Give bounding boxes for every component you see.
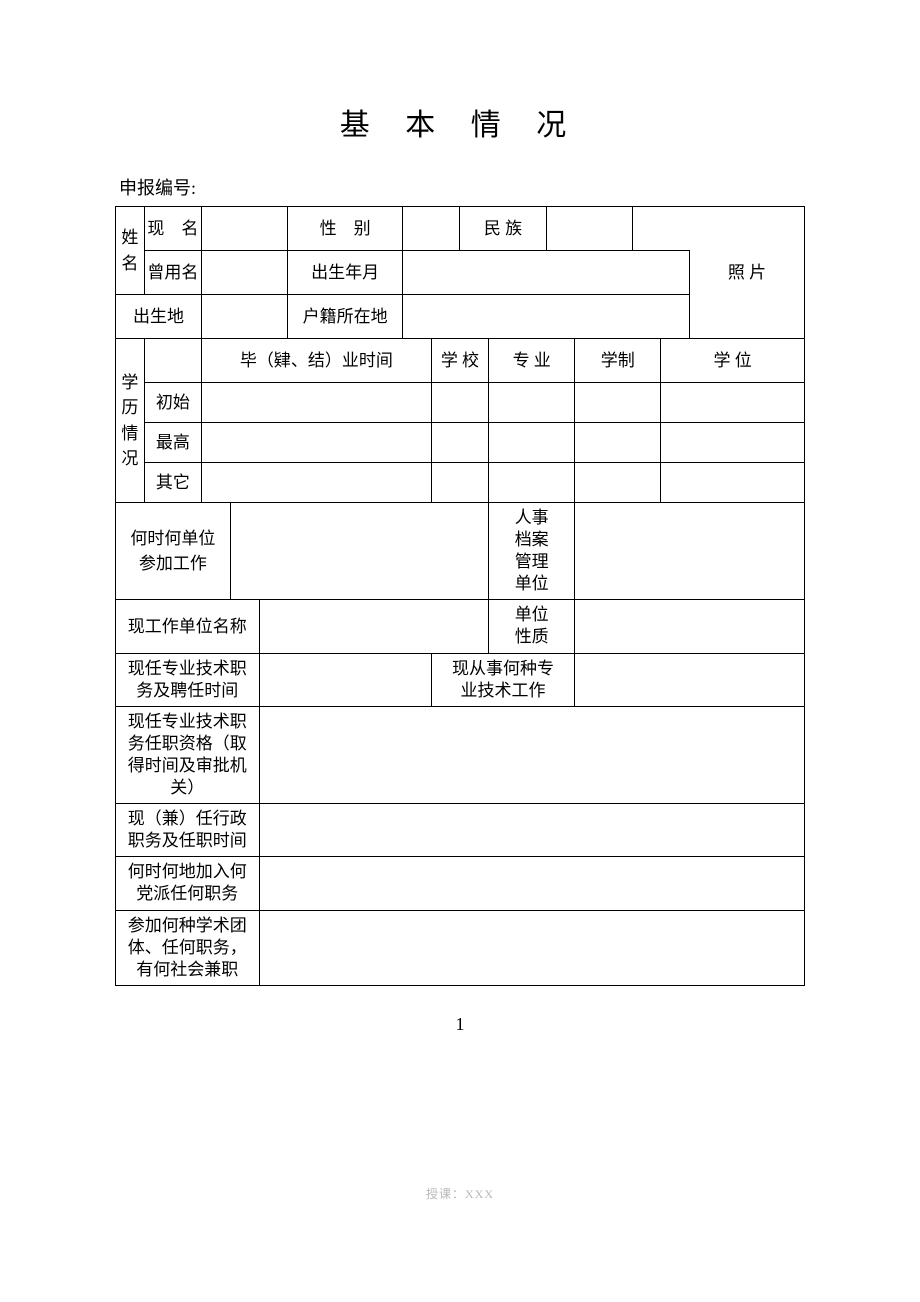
cell-party-value — [259, 857, 804, 910]
cell-current-name-value — [202, 207, 288, 251]
cell-edu-blank — [144, 339, 201, 383]
cell-workstart-value — [230, 503, 488, 600]
cell-ethnicity-label: 民 族 — [460, 207, 546, 251]
cell-initial-gradtime — [202, 383, 432, 423]
cell-employer-label: 现工作单位名称 — [116, 600, 260, 653]
page-container: 基 本 情 况 申报编号: 姓名 现 名 性 别 民 族 照 — [0, 0, 920, 1035]
cell-qual-label: 现任专业技术职务任职资格（取得时间及审批机关） — [116, 706, 260, 803]
cell-highest-gradtime — [202, 423, 432, 463]
cell-employer-value — [259, 600, 489, 653]
cell-ethnicity-value — [546, 207, 632, 251]
cell-workstart-label: 何时何单位参加工作 — [116, 503, 231, 600]
cell-current-name-label: 现 名 — [144, 207, 201, 251]
cell-birthplace-label: 出生地 — [116, 295, 202, 339]
cell-employertype-label: 单位性质 — [489, 600, 575, 653]
cell-other-major — [489, 463, 575, 503]
cell-admin-value — [259, 804, 804, 857]
cell-gender-value — [403, 207, 460, 251]
cell-employertype-value — [575, 600, 805, 653]
cell-highest-major — [489, 423, 575, 463]
cell-dob-value — [403, 251, 690, 295]
cell-initial-label: 初始 — [144, 383, 201, 423]
cell-education-label: 学历情况 — [116, 339, 145, 503]
cell-residence-value — [403, 295, 690, 339]
cell-initial-duration — [575, 383, 661, 423]
cell-academic-value — [259, 910, 804, 985]
cell-other-duration — [575, 463, 661, 503]
cell-academic-label: 参加何种学术团体、任何职务，有何社会兼职 — [116, 910, 260, 985]
cell-currentwork-label: 现从事何种专业技术工作 — [431, 653, 575, 706]
cell-other-school — [431, 463, 488, 503]
cell-residence-label: 户籍所在地 — [288, 295, 403, 339]
cell-admin-label: 现（兼）任行政职务及任职时间 — [116, 804, 260, 857]
cell-initial-degree — [661, 383, 805, 423]
cell-former-name-label: 曾用名 — [144, 251, 201, 295]
cell-duration-label: 学制 — [575, 339, 661, 383]
cell-other-label: 其它 — [144, 463, 201, 503]
cell-birthplace-value — [202, 295, 288, 339]
cell-highest-duration — [575, 423, 661, 463]
cell-currenttitle-value — [259, 653, 431, 706]
page-title: 基 本 情 况 — [115, 100, 805, 144]
cell-currentwork-value — [575, 653, 805, 706]
cell-personnel-label: 人事档案管理单位 — [489, 503, 575, 600]
cell-name-label: 姓名 — [116, 207, 145, 295]
cell-highest-school — [431, 423, 488, 463]
cell-gradtime-label: 毕（肄、结）业时间 — [202, 339, 432, 383]
cell-other-gradtime — [202, 463, 432, 503]
cell-initial-major — [489, 383, 575, 423]
report-number-label: 申报编号: — [119, 174, 805, 200]
cell-personnel-value — [575, 503, 805, 600]
cell-dob-label: 出生年月 — [288, 251, 403, 295]
cell-degree-label: 学 位 — [661, 339, 805, 383]
cell-currenttitle-label: 现任专业技术职务及聘任时间 — [116, 653, 260, 706]
cell-qual-value — [259, 706, 804, 803]
cell-gender-label: 性 别 — [288, 207, 403, 251]
cell-school-label: 学 校 — [431, 339, 488, 383]
cell-initial-school — [431, 383, 488, 423]
page-number: 1 — [115, 1014, 805, 1035]
cell-major-label: 专 业 — [489, 339, 575, 383]
cell-photo: 照 片 — [690, 207, 805, 339]
cell-party-label: 何时何地加入何党派任何职务 — [116, 857, 260, 910]
cell-highest-degree — [661, 423, 805, 463]
cell-highest-label: 最高 — [144, 423, 201, 463]
cell-former-name-value — [202, 251, 288, 295]
cell-other-degree — [661, 463, 805, 503]
basic-info-table: 姓名 现 名 性 别 民 族 照 片 曾用名 出生年月 出生地 户籍所在地 学历… — [115, 206, 805, 986]
cell-spacer1 — [632, 207, 689, 251]
footer-text: 授课：XXX — [0, 1185, 920, 1202]
